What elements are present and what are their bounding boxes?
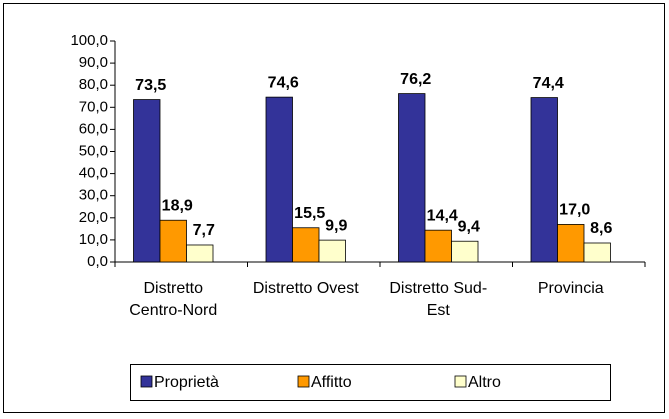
value-label: 7,7 xyxy=(193,222,215,239)
value-label: 14,4 xyxy=(427,207,458,224)
y-tick-label: 30,0 xyxy=(79,187,108,204)
bar xyxy=(265,96,293,263)
bar xyxy=(292,227,320,263)
value-label: 9,9 xyxy=(325,217,347,234)
value-label: 17,0 xyxy=(559,202,590,219)
value-label: 18,9 xyxy=(162,197,193,214)
legend-label: Affitto xyxy=(311,374,352,391)
y-tick-label: 0,0 xyxy=(87,253,108,270)
bar xyxy=(557,224,585,263)
bar xyxy=(583,242,611,263)
y-tick-label: 90,0 xyxy=(79,54,108,71)
y-tick-label: 80,0 xyxy=(79,76,108,93)
value-label: 74,6 xyxy=(268,74,299,91)
y-tick-label: 50,0 xyxy=(79,142,108,159)
bar xyxy=(318,239,346,263)
value-label: 8,6 xyxy=(590,220,612,237)
legend-label: Proprietà xyxy=(154,374,219,391)
legend-swatch xyxy=(140,375,153,388)
bar xyxy=(159,219,187,263)
value-label: 15,5 xyxy=(294,205,325,222)
x-tick-label: Distretto Ovest xyxy=(252,280,359,297)
bar xyxy=(451,240,479,263)
value-label: 76,2 xyxy=(400,71,431,88)
legend-label: Altro xyxy=(468,374,501,391)
bar xyxy=(186,244,214,263)
value-label: 73,5 xyxy=(135,77,166,94)
x-tick-label: Distretto Centro-Nord xyxy=(129,280,218,319)
value-label: 74,4 xyxy=(533,75,564,92)
legend-swatch xyxy=(454,375,467,388)
legend-swatch xyxy=(297,375,310,388)
value-label: 9,4 xyxy=(458,218,480,235)
y-tick-label: 10,0 xyxy=(79,231,108,248)
y-tick-label: 40,0 xyxy=(79,165,108,182)
y-tick-label: 60,0 xyxy=(79,120,108,137)
bar xyxy=(398,93,426,263)
legend-box xyxy=(130,364,611,401)
x-tick-label: Provincia xyxy=(537,280,604,297)
y-tick-label: 100,0 xyxy=(70,32,108,49)
bar xyxy=(530,97,558,263)
y-tick-label: 20,0 xyxy=(79,209,108,226)
x-tick-label: Distretto Sud-Est xyxy=(389,280,488,319)
bar xyxy=(424,229,452,263)
bar xyxy=(133,99,161,263)
y-tick-label: 70,0 xyxy=(79,98,108,115)
